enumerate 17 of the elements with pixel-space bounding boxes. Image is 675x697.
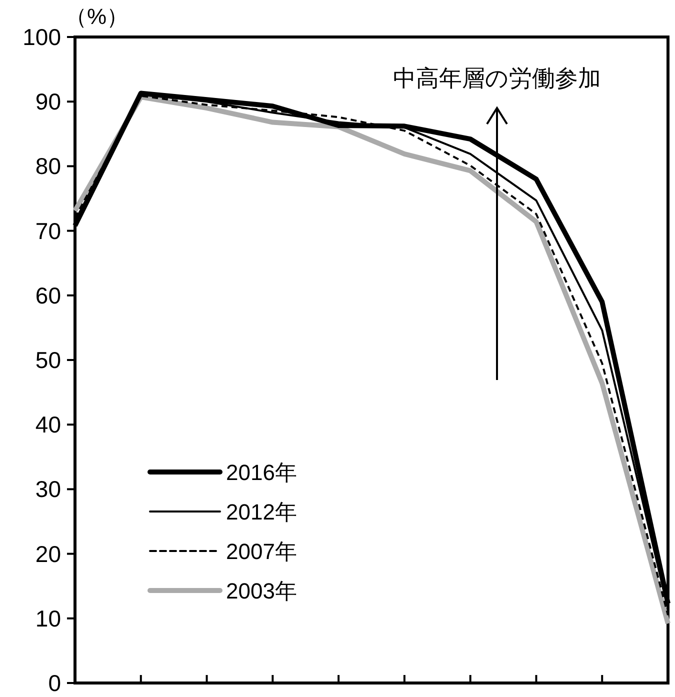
y-tick-label: 60 <box>35 282 61 308</box>
y-tick-label: 80 <box>35 153 61 180</box>
y-tick-label: 70 <box>35 218 61 244</box>
y-tick-label: 30 <box>35 476 61 502</box>
y-tick-label: 50 <box>35 347 61 373</box>
annotation: 中高年層の労働参加 <box>393 65 601 91</box>
legend-label: 2003年 <box>226 578 297 604</box>
y-tick-label: 20 <box>35 540 61 567</box>
y-axis-title: （%） <box>65 4 129 29</box>
y-tick-label: 100 <box>22 24 61 50</box>
y-tick-label: 90 <box>35 88 61 115</box>
legend-label: 2007年 <box>226 539 297 564</box>
legend-label: 2016年 <box>226 460 297 485</box>
y-tick-label: 10 <box>35 605 61 632</box>
legend-label: 2012年 <box>226 500 297 524</box>
y-tick-label: 40 <box>35 412 61 438</box>
y-tick-label: 0 <box>48 670 61 696</box>
